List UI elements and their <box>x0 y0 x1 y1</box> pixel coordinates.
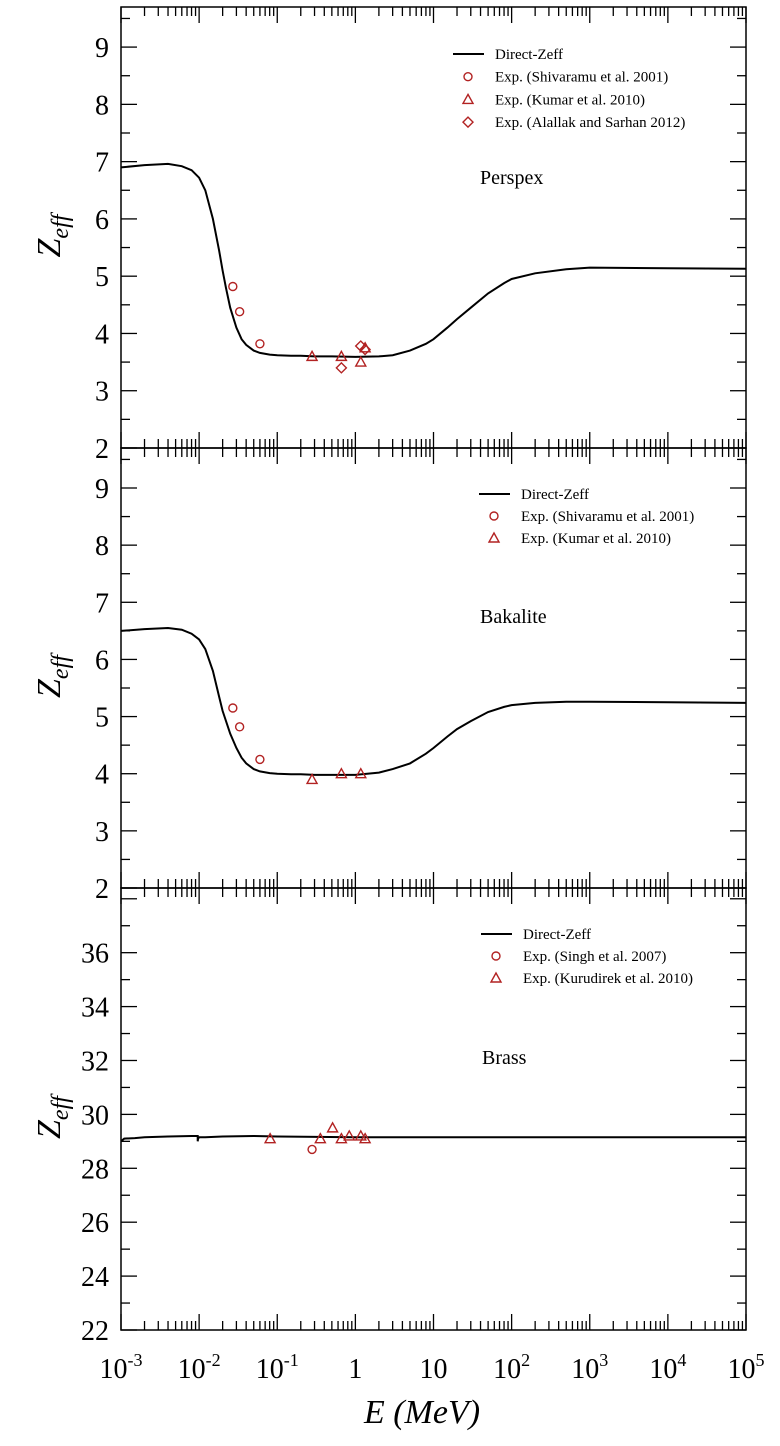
data-point <box>263 1132 277 1144</box>
y-tick-label: 28 <box>81 1154 109 1185</box>
y-tick-label: 22 <box>81 1316 109 1347</box>
legend-label: Exp. (Shivaramu et al. 2001) <box>495 70 668 86</box>
y-tick-label: 4 <box>95 319 109 350</box>
data-point <box>228 281 238 292</box>
data-point <box>335 361 348 374</box>
series-diamond <box>335 340 372 374</box>
x-tick-label: 1 <box>348 1354 362 1385</box>
data-point <box>354 355 367 367</box>
material-label: Perspex <box>480 167 543 189</box>
y-tick-label: 6 <box>95 645 109 676</box>
material-label: Bakalite <box>480 606 547 628</box>
legend-marker <box>462 116 474 129</box>
y-tick-label: 3 <box>95 377 109 408</box>
data-point <box>335 767 348 779</box>
x-tick-label: 102 <box>493 1350 530 1385</box>
legend-label: Exp. (Alallak and Sarhan 2012) <box>495 115 685 131</box>
series-triangle <box>305 767 367 785</box>
legend-marker <box>491 951 501 961</box>
legend-marker <box>487 531 501 543</box>
legend-label: Direct-Zeff <box>523 927 591 943</box>
legend-label: Exp. (Kurudirek et al. 2010) <box>523 971 693 987</box>
y-tick-label: 3 <box>95 817 109 848</box>
x-tick-label: 10 <box>420 1354 448 1385</box>
legend-label: Exp. (Kumar et al. 2010) <box>521 531 671 547</box>
y-tick-label: 5 <box>95 262 109 293</box>
legend: Direct-Zeff Exp. (Shivaramu et al. 2001) E… <box>453 47 685 131</box>
x-axis: 10-3 10-2 10-1 1 10 102 103 104 105 <box>100 1350 765 1385</box>
y-tick-label: 9 <box>95 33 109 64</box>
legend-label: Direct-Zeff <box>495 47 563 63</box>
data-point <box>343 1129 356 1141</box>
y-tick-label: 8 <box>95 531 109 562</box>
legend-label: Direct-Zeff <box>521 487 589 503</box>
y-axis-label: Zeff <box>31 211 74 257</box>
direct-zeff-line <box>120 626 747 776</box>
x-tick-label: 105 <box>728 1350 765 1385</box>
data-point <box>305 349 319 362</box>
data-point <box>234 306 245 317</box>
x-tick-label: 10-1 <box>256 1350 299 1385</box>
legend-label: Exp. (Kumar et al. 2010) <box>495 92 645 108</box>
data-point <box>305 772 319 785</box>
y-axis-label: Zeff <box>31 652 74 698</box>
series-circle <box>228 703 265 765</box>
legend-marker <box>489 511 499 521</box>
direct-zeff-line <box>120 162 747 358</box>
y-tick-label: 34 <box>81 993 109 1024</box>
data-point <box>359 343 372 356</box>
legend-label: Exp. (Shivaramu et al. 2001) <box>521 509 694 525</box>
legend: Direct-Zeff Exp. (Singh et al. 2007) Exp. … <box>481 927 693 987</box>
x-tick-label: 10-2 <box>178 1350 221 1385</box>
y-tick-label: 2 <box>95 434 109 465</box>
x-tick-label: 104 <box>649 1350 686 1385</box>
legend: Direct-Zeff Exp. (Shivaramu et al. 2001) E… <box>479 487 694 547</box>
y-tick-label: 30 <box>81 1100 109 1131</box>
x-tick-label: 10-3 <box>100 1350 143 1385</box>
y-tick-label: 9 <box>95 474 109 505</box>
data-point <box>335 349 348 362</box>
direct-zeff-line <box>120 1134 746 1143</box>
legend-marker <box>461 92 475 105</box>
data-point <box>255 754 265 765</box>
x-tick-label: 103 <box>571 1350 608 1385</box>
y-tick-label: 7 <box>95 148 109 179</box>
legend-marker <box>463 71 473 82</box>
panel-bakalite: 2 3 4 5 6 7 8 9 Zeff Bakalite Direct-Zeff Exp. (Shi… <box>31 447 747 905</box>
y-tick-label: 32 <box>81 1046 109 1077</box>
data-point <box>358 1132 372 1144</box>
y-tick-label: 24 <box>81 1262 109 1293</box>
series-circle <box>307 1144 317 1155</box>
data-point <box>228 703 238 713</box>
y-tick-label: 2 <box>95 874 109 905</box>
data-point <box>354 1129 367 1141</box>
y-tick-label: 4 <box>95 760 109 791</box>
y-tick-label: 7 <box>95 588 109 619</box>
data-point <box>354 767 367 779</box>
series-triangle <box>305 341 372 367</box>
y-tick-label: 8 <box>95 90 109 121</box>
panel-perspex: 2 3 4 5 6 7 8 9 Zeff Perspex Direct-Zeff Exp. (Shiv… <box>31 6 747 465</box>
y-tick-label: 6 <box>95 205 109 236</box>
data-point <box>335 1132 348 1144</box>
y-tick-label: 26 <box>81 1208 109 1239</box>
material-label: Brass <box>482 1047 527 1069</box>
y-tick-label: 5 <box>95 703 109 734</box>
series-triangle <box>263 1121 372 1144</box>
data-point <box>234 722 245 732</box>
data-point <box>326 1121 339 1133</box>
data-point <box>314 1132 327 1144</box>
y-axis-label: Zeff <box>31 1093 74 1139</box>
legend-marker <box>489 971 503 983</box>
legend-label: Exp. (Singh et al. 2007) <box>523 949 666 965</box>
series-circle <box>228 281 265 349</box>
panel-brass: 22 24 26 28 30 32 34 36 Zeff Brass Direct-Zeff Exp.… <box>31 887 747 1347</box>
x-axis-label: E (MeV) <box>363 1394 480 1431</box>
y-tick-label: 36 <box>81 939 109 970</box>
data-point <box>255 339 265 349</box>
data-point <box>307 1144 317 1155</box>
